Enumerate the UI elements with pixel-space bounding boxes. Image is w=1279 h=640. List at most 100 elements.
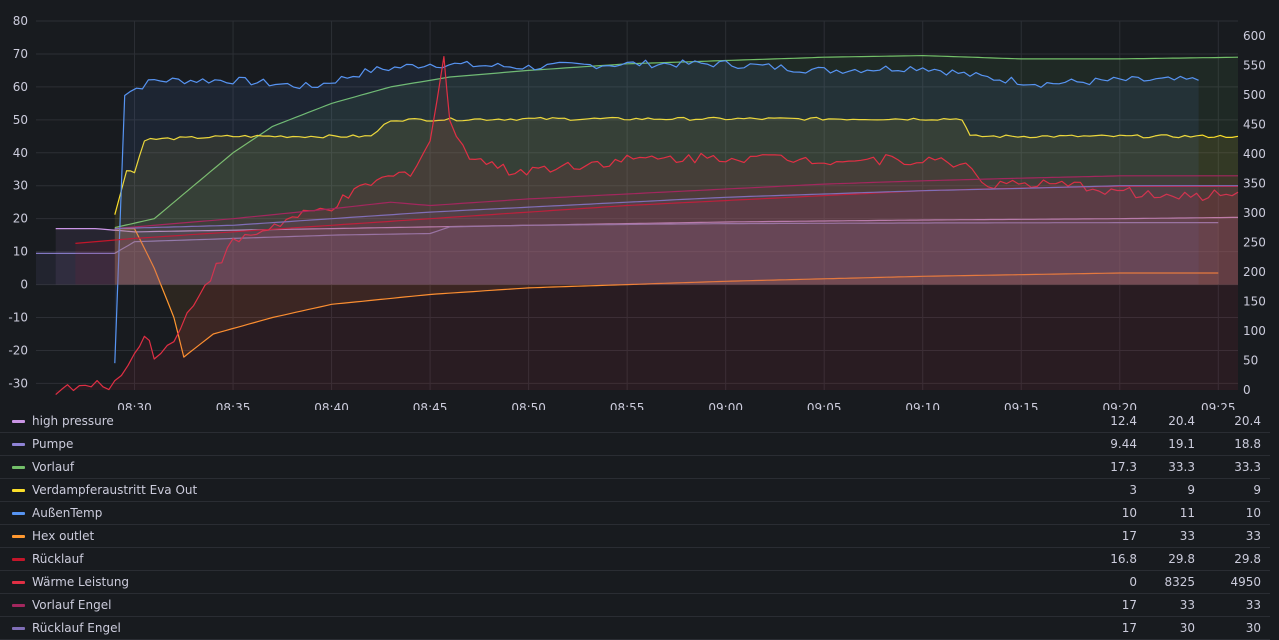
series-line-9 [114, 185, 1238, 230]
series-color-swatch [12, 443, 25, 446]
series-line-3 [114, 116, 1239, 215]
y-right-tick-label: 100 [1243, 324, 1266, 338]
x-tick-label: 08:40 [314, 401, 349, 410]
series-value-max: 20.4 [1168, 414, 1195, 428]
series-value-min: 16.8 [1110, 552, 1137, 566]
series-value-min: 0 [1129, 575, 1137, 589]
legend-row[interactable]: AußenTemp 10 11 10 [0, 502, 1270, 525]
legend-row[interactable]: Vorlauf 17.3 33.3 33.3 [0, 456, 1270, 479]
x-tick-label: 09:20 [1102, 401, 1137, 410]
x-tick-label: 09:15 [1004, 401, 1039, 410]
series-name: high pressure [32, 414, 114, 428]
series-value-last: 33 [1245, 529, 1261, 543]
series-color-swatch [12, 558, 25, 561]
series-color-swatch [12, 512, 25, 515]
y-right-tick-label: 500 [1243, 88, 1266, 102]
legend-row[interactable]: Wärme Leistung 0 8325 4950 [0, 571, 1270, 594]
series-color-swatch [12, 489, 25, 492]
series-name: AußenTemp [32, 506, 103, 520]
y-right-tick-label: 0 [1243, 383, 1251, 397]
legend-row[interactable]: Hex outlet 17 33 33 [0, 525, 1270, 548]
x-tick-label: 08:30 [117, 401, 152, 410]
series-value-last: 4950 [1230, 575, 1261, 589]
x-tick-label: 09:05 [807, 401, 842, 410]
series-name: Verdampferaustritt Eva Out [32, 483, 198, 497]
y-left-tick-label: 80 [13, 14, 28, 28]
y-left-tick-label: 40 [13, 146, 28, 160]
legend-row[interactable]: Vorlauf Engel 17 33 33 [0, 594, 1270, 617]
y-right-tick-label: 450 [1243, 117, 1266, 131]
x-tick-label: 09:25 [1201, 401, 1236, 410]
y-right-tick-label: 400 [1243, 147, 1266, 161]
series-color-swatch [12, 466, 25, 469]
legend-row[interactable]: Verdampferaustritt Eva Out 3 9 9 [0, 479, 1270, 502]
series-name: Vorlauf [32, 460, 75, 474]
series-value-last: 29.8 [1234, 552, 1261, 566]
series-color-swatch [12, 604, 25, 607]
series-line-1 [36, 222, 1219, 254]
y-left-tick-label: 10 [13, 245, 28, 259]
x-tick-label: 08:50 [511, 401, 546, 410]
legend-row[interactable]: high pressure 12.4 20.4 20.4 [0, 410, 1270, 433]
series-line-5 [114, 228, 1219, 358]
y-left-tick-label: -30 [8, 376, 28, 390]
series-area-2 [114, 55, 1238, 285]
y-left-tick-label: -20 [8, 343, 28, 357]
series-value-last: 20.4 [1234, 414, 1261, 428]
legend-table: high pressure 12.4 20.4 20.4 Pumpe 9.44 … [0, 410, 1270, 640]
series-value-max: 19.1 [1168, 437, 1195, 451]
series-value-last: 33 [1245, 598, 1261, 612]
series-value-min: 17.3 [1110, 460, 1137, 474]
x-tick-label: 08:45 [413, 401, 448, 410]
y-left-tick-label: 70 [13, 47, 28, 61]
y-right-tick-label: 250 [1243, 235, 1266, 249]
series-value-max: 29.8 [1168, 552, 1195, 566]
legend-row[interactable]: Pumpe 9.44 19.1 18.8 [0, 433, 1270, 456]
series-color-swatch [12, 627, 25, 630]
series-value-min: 9.44 [1110, 437, 1137, 451]
series-value-min: 12.4 [1110, 414, 1137, 428]
series-line-0 [55, 216, 1238, 233]
legend-row[interactable]: Rücklauf Engel 17 30 30 [0, 617, 1270, 640]
series-value-max: 33 [1179, 598, 1195, 612]
series-value-last: 18.8 [1234, 437, 1261, 451]
series-value-min: 17 [1121, 598, 1137, 612]
y-left-tick-label: -10 [8, 311, 28, 325]
series-color-swatch [12, 420, 25, 423]
series-color-swatch [12, 535, 25, 538]
y-left-tick-label: 50 [13, 113, 28, 127]
x-tick-label: 08:55 [610, 401, 645, 410]
series-area-1 [36, 222, 1219, 285]
series-name: Pumpe [32, 437, 74, 451]
series-area-5 [114, 228, 1219, 358]
series-name: Rücklauf Engel [32, 621, 121, 635]
legend-row[interactable]: Rücklauf 16.8 29.8 29.8 [0, 548, 1270, 571]
y-right-tick-label: 150 [1243, 294, 1266, 308]
series-value-max: 11 [1179, 506, 1195, 520]
y-left-tick-label: 20 [13, 212, 28, 226]
y-right-tick-label: 50 [1243, 353, 1258, 367]
series-name: Hex outlet [32, 529, 95, 543]
series-name: Rücklauf [32, 552, 84, 566]
series-name: Vorlauf Engel [32, 598, 112, 612]
y-left-tick-label: 0 [20, 278, 28, 292]
series-area-6 [75, 186, 1238, 285]
series-name: Wärme Leistung [32, 575, 130, 589]
y-left-tick-label: 60 [13, 80, 28, 94]
x-tick-label: 08:35 [216, 401, 251, 410]
series-value-max: 33 [1179, 529, 1195, 543]
y-left-tick-label: 30 [13, 179, 28, 193]
time-series-chart[interactable]: 80706050403020100-10-20-3060055050045040… [0, 0, 1279, 410]
series-area-9 [114, 185, 1238, 285]
series-value-min: 17 [1121, 529, 1137, 543]
series-value-last: 30 [1245, 621, 1261, 635]
series-line-2 [114, 55, 1239, 229]
series-area-7 [55, 56, 1239, 395]
series-line-7 [55, 56, 1239, 396]
x-tick-label: 09:10 [905, 401, 940, 410]
series-value-last: 33.3 [1234, 460, 1261, 474]
y-right-tick-label: 550 [1243, 58, 1266, 72]
y-right-tick-label: 300 [1243, 206, 1266, 220]
y-right-tick-label: 350 [1243, 176, 1266, 190]
